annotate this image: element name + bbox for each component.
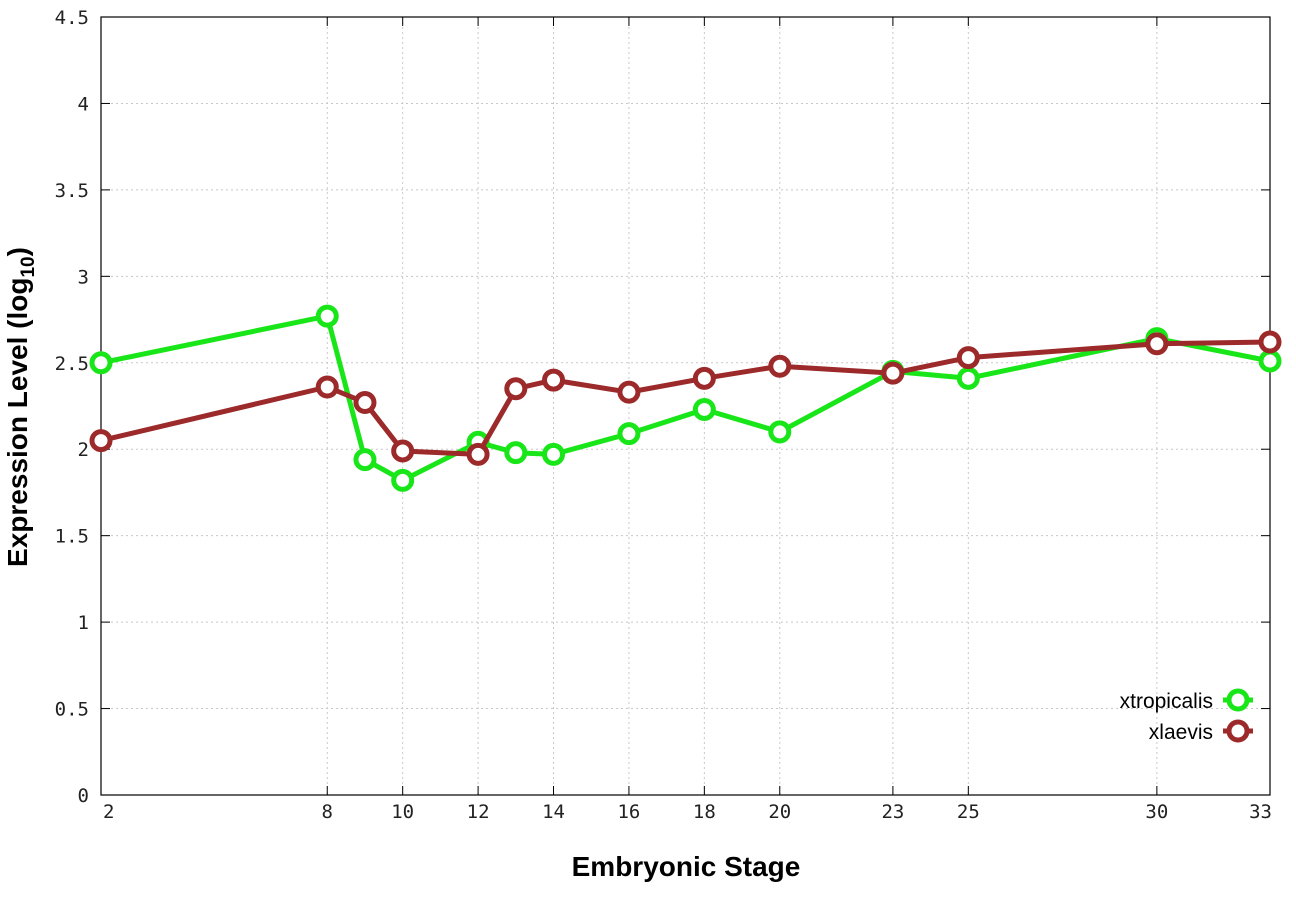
legend-label-xtropicalis: xtropicalis — [1120, 690, 1213, 713]
data-point-xtropicalis — [617, 422, 641, 446]
data-point-xlaevis — [353, 391, 377, 415]
x-tick-label: 2 — [103, 801, 114, 823]
x-tick-label: 20 — [768, 801, 791, 823]
y-axis-title-main: Expression Level (log — [2, 278, 33, 567]
data-point-xlaevis — [617, 380, 641, 404]
data-point-xtropicalis — [89, 351, 113, 375]
data-point-xtropicalis — [768, 420, 792, 444]
legend-swatch-marker-xtropicalis — [1226, 688, 1250, 712]
x-tick-label: 30 — [1145, 801, 1168, 823]
x-axis-title: Embryonic Stage — [572, 851, 801, 882]
x-tick-label: 8 — [322, 801, 333, 823]
axis-ticks: 0 0.5 1 1.5 2 2.5 3 3.5 4 4.5 2 8 10 12 14 16 18 20 23 25 30… — [55, 7, 1272, 823]
data-point-xlaevis — [391, 439, 415, 463]
series-line-xlaevis — [100, 339, 1271, 457]
data-point-xtropicalis — [1258, 349, 1282, 373]
x-tick-label: 25 — [957, 801, 980, 823]
data-point-xlaevis — [466, 442, 490, 466]
series-xtropicalis — [89, 304, 1282, 492]
data-point-xlaevis — [768, 354, 792, 378]
data-point-xlaevis — [956, 346, 980, 370]
data-point-xlaevis — [89, 429, 113, 453]
data-point-xlaevis — [504, 377, 528, 401]
legend-swatch-marker-xlaevis — [1226, 719, 1250, 743]
data-point-xtropicalis — [315, 304, 339, 328]
plot-frame — [100, 16, 1271, 796]
data-point-xtropicalis — [692, 397, 716, 421]
grid-lines — [101, 17, 1270, 795]
y-tick-label: 2.5 — [55, 353, 89, 375]
data-point-xtropicalis — [391, 468, 415, 492]
y-axis-title-close: ) — [2, 247, 33, 256]
x-tick-label: 14 — [542, 801, 565, 823]
y-tick-label: 4.5 — [55, 7, 89, 29]
x-tick-label: 12 — [467, 801, 490, 823]
y-tick-label: 3 — [78, 266, 89, 288]
series-xlaevis — [89, 330, 1282, 466]
data-point-xtropicalis — [956, 366, 980, 390]
y-tick-label: 1 — [78, 612, 89, 634]
data-point-xtropicalis — [504, 441, 528, 465]
x-tick-label: 23 — [881, 801, 904, 823]
y-tick-label: 0.5 — [55, 699, 89, 721]
data-point-xtropicalis — [542, 442, 566, 466]
y-tick-label: 2 — [78, 439, 89, 461]
data-point-xlaevis — [542, 368, 566, 392]
data-point-xtropicalis — [353, 448, 377, 472]
data-point-xlaevis — [692, 366, 716, 390]
x-tick-label: 33 — [1249, 801, 1272, 823]
x-tick-label: 10 — [391, 801, 414, 823]
y-tick-label: 0 — [78, 785, 89, 807]
series-layer — [89, 304, 1282, 492]
data-point-xlaevis — [315, 375, 339, 399]
legend-label-xlaevis: xlaevis — [1149, 721, 1213, 744]
legend: xtropicalis xlaevis — [1120, 688, 1253, 744]
x-tick-label: 16 — [617, 801, 640, 823]
data-point-xlaevis — [881, 361, 905, 385]
data-point-xlaevis — [1145, 332, 1169, 356]
y-axis-title: Expression Level (log10) — [2, 247, 39, 567]
y-axis-title-subscript: 10 — [18, 256, 39, 277]
x-tick-label: 18 — [693, 801, 716, 823]
y-tick-label: 3.5 — [55, 180, 89, 202]
y-tick-label: 4 — [78, 93, 89, 115]
y-tick-label: 1.5 — [55, 526, 89, 548]
data-point-xlaevis — [1258, 330, 1282, 354]
